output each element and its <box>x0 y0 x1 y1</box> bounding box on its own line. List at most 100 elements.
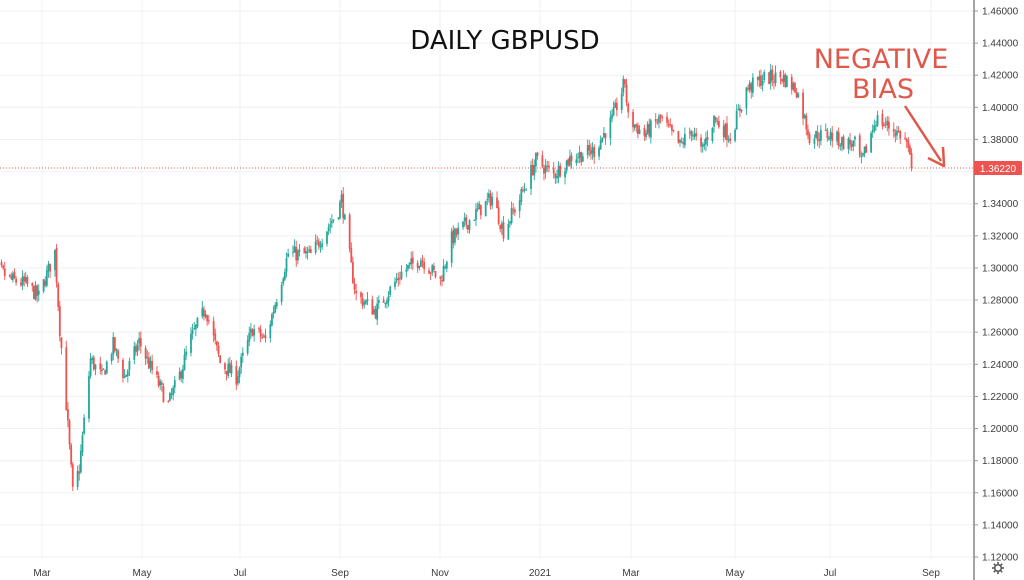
candle-body <box>439 276 442 279</box>
candle-body <box>705 138 707 145</box>
candle-body <box>667 123 670 126</box>
candle-body <box>170 393 173 395</box>
candle-body <box>386 300 388 304</box>
candle-body <box>246 340 249 354</box>
candle-body <box>790 76 793 90</box>
candle-body <box>306 251 309 253</box>
candle-body <box>620 93 623 110</box>
candle-body <box>54 249 56 271</box>
candle-body <box>364 300 367 304</box>
candle-body <box>758 76 761 81</box>
candle-body <box>249 328 252 333</box>
candle-body <box>632 112 634 128</box>
candle-body <box>761 81 764 86</box>
candle-body <box>293 246 296 253</box>
candle-body <box>363 302 366 305</box>
y-tick-label: 1.12000 <box>982 553 1019 564</box>
candle-body <box>115 349 118 351</box>
candle-body <box>637 125 639 134</box>
candle-body <box>219 355 222 363</box>
candle-body <box>382 299 385 303</box>
candle-body <box>876 114 879 126</box>
candle-body <box>510 208 513 224</box>
candle-body <box>525 189 528 191</box>
candle-body <box>476 208 479 210</box>
candle-body <box>805 115 808 130</box>
candle-body <box>831 132 834 141</box>
candle-body <box>70 444 73 465</box>
candle-body <box>465 217 468 226</box>
candle-body <box>693 134 696 137</box>
candle-body <box>353 283 356 290</box>
candle-body <box>79 450 82 473</box>
candle-body <box>110 354 113 362</box>
candle-body <box>384 302 387 305</box>
candle-body <box>633 124 636 128</box>
candle-body <box>727 139 730 141</box>
candle-body <box>711 127 714 142</box>
candle-body <box>156 371 158 375</box>
candle-body <box>850 143 853 148</box>
candle-body <box>565 160 568 171</box>
candle-body <box>23 276 26 282</box>
candle-body <box>49 263 51 272</box>
candle-body <box>104 370 107 375</box>
candle-body <box>149 360 152 368</box>
candle-body <box>298 249 301 252</box>
candle-body <box>376 303 379 320</box>
candle-body <box>881 113 884 127</box>
candle-body <box>677 131 680 143</box>
candle-body <box>394 281 396 288</box>
candle-body <box>144 347 147 359</box>
candle-body <box>530 165 532 189</box>
candle-body <box>371 299 374 315</box>
candle-body <box>904 137 906 139</box>
candle-body <box>264 335 267 339</box>
candle-body <box>434 271 437 277</box>
candle-body <box>33 285 35 299</box>
candle-body <box>126 370 129 376</box>
candle-body <box>360 292 362 298</box>
candle-body <box>160 382 163 385</box>
candle-body <box>303 248 306 254</box>
candle-body <box>479 204 482 216</box>
candle-body <box>92 357 95 370</box>
candle-body <box>280 284 283 302</box>
candle-body <box>230 364 233 374</box>
candle-body <box>235 365 238 385</box>
x-tick-label: Sep <box>922 568 940 579</box>
candle-body <box>531 164 534 175</box>
candle-body <box>204 313 207 317</box>
candle-body <box>169 393 171 401</box>
candle-body <box>71 464 74 487</box>
candle-body <box>203 309 205 317</box>
candle-body <box>737 108 740 111</box>
last-price-badge <box>974 161 1022 175</box>
candle-body <box>410 258 413 265</box>
candle-body <box>771 69 774 81</box>
candle-body <box>283 271 286 280</box>
candle-body <box>340 194 343 203</box>
candle-body <box>217 345 220 355</box>
candle-body <box>183 354 186 371</box>
candle-body <box>784 74 787 87</box>
settings-gear-icon[interactable] <box>992 562 1004 574</box>
candle-body <box>442 265 445 282</box>
candle-body <box>672 129 675 132</box>
candle-body <box>679 139 681 143</box>
y-tick-label: 1.22000 <box>982 392 1019 403</box>
candle-body <box>60 337 63 348</box>
candle-body <box>342 193 345 219</box>
candle-body <box>740 109 743 112</box>
candle-body <box>897 131 900 133</box>
candle-body <box>457 227 460 235</box>
candle-body <box>795 92 798 98</box>
candle-body <box>599 140 602 150</box>
candle-body <box>287 253 290 257</box>
candle-body <box>624 79 626 85</box>
candle-body <box>907 140 910 148</box>
candle-body <box>139 338 142 347</box>
candle-body <box>614 102 617 108</box>
candle-body <box>387 296 390 302</box>
